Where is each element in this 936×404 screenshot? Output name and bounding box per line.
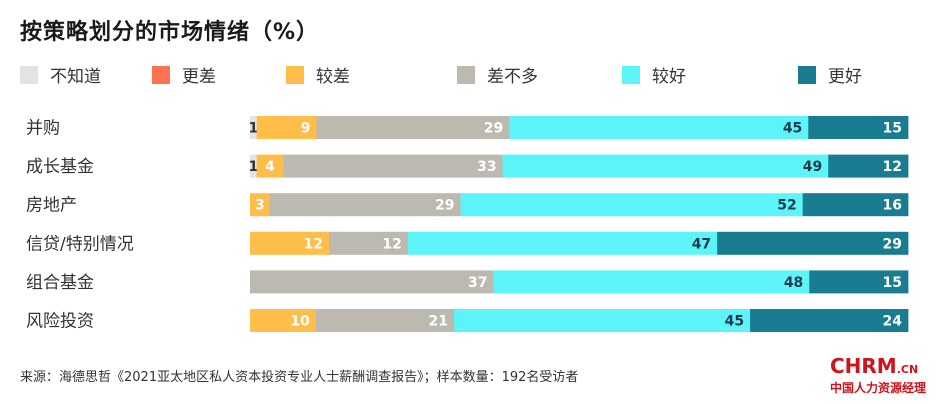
bar-segment (717, 231, 909, 255)
data-label: 21 (428, 314, 447, 330)
source-note: 来源：海德思哲《2021亚太地区私人资本投资专业人士薪酬调查报告》；样本数量：1… (20, 370, 579, 385)
data-label: 48 (784, 275, 803, 291)
data-label: 29 (484, 121, 503, 137)
category-label: 成长基金 (26, 157, 94, 177)
legend-item: 较好 (622, 62, 686, 87)
legend-swatch (152, 65, 170, 84)
logo-mark: CHRM.CN (830, 356, 926, 380)
data-label: 10 (290, 314, 310, 330)
bar-segment (407, 231, 718, 255)
data-label: 37 (468, 275, 487, 291)
bar-segment (250, 270, 494, 294)
data-label: 49 (803, 159, 822, 175)
category-label: 风险投资 (26, 312, 94, 332)
data-label: 9 (301, 121, 311, 137)
category-label: 并购 (26, 119, 60, 139)
data-label: 47 (692, 236, 711, 252)
legend-item: 更好 (798, 62, 862, 87)
bar-segment (809, 270, 909, 294)
legend-swatch (622, 65, 640, 84)
data-label: 29 (435, 198, 454, 214)
data-label: 3 (255, 198, 265, 214)
data-label: 1 (248, 159, 258, 175)
bar-segment (453, 309, 751, 332)
data-label: 12 (303, 236, 322, 252)
legend-swatch (286, 65, 304, 84)
bar-segment (316, 116, 510, 139)
data-label: 24 (883, 314, 903, 330)
legend-swatch (20, 65, 38, 84)
bar-segment (802, 193, 909, 217)
legend-item: 不知道 (20, 62, 101, 87)
legend-item: 差不多 (457, 62, 538, 87)
data-label: 15 (883, 121, 902, 137)
logo-mark-text: CHRM (829, 354, 897, 378)
category-label: 房地产 (26, 196, 77, 216)
bar-segment (509, 116, 809, 139)
chart-legend: 不知道 更差 较差 差不多 较好 更好 (20, 62, 920, 88)
legend-item: 更差 (152, 62, 216, 87)
legend-swatch (457, 65, 475, 84)
data-label: 12 (883, 159, 902, 175)
bar-segment (315, 309, 455, 332)
bar-segment (256, 116, 317, 139)
bar-segment (502, 154, 829, 178)
bar-segment (808, 116, 909, 139)
legend-label: 较差 (316, 67, 350, 87)
data-label: 15 (883, 275, 902, 291)
bar-segment (460, 193, 804, 217)
category-label: 信贷/特别情况 (26, 234, 134, 254)
data-label: 16 (883, 198, 902, 214)
data-label: 33 (477, 159, 496, 175)
legend-label: 更好 (828, 67, 862, 87)
data-label: 12 (382, 236, 401, 252)
bar-segment (250, 309, 317, 332)
bar-segment (250, 231, 330, 255)
category-label: 组合基金 (26, 273, 94, 293)
legend-label: 差不多 (487, 67, 538, 87)
legend-label: 不知道 (50, 67, 101, 87)
bar-segment (250, 116, 258, 139)
data-label: 1 (248, 121, 258, 137)
data-label: 45 (783, 121, 802, 137)
bar-segment (256, 154, 284, 178)
chrm-logo: CHRM.CN 中国人力资源经理 (830, 356, 926, 396)
legend-item: 较差 (286, 62, 350, 87)
logo-suffix: .CN (896, 363, 919, 376)
data-label: 52 (777, 198, 796, 214)
bar-segment (283, 154, 503, 178)
bar-segment (250, 154, 258, 178)
bar-segment (828, 154, 909, 178)
bar-segment (493, 270, 810, 294)
legend-label: 较好 (652, 67, 686, 87)
logo-subtitle: 中国人力资源经理 (829, 381, 926, 395)
legend-swatch (798, 65, 816, 84)
bar-segment (269, 193, 461, 217)
chart-title: 按策略划分的市场情绪（%） (20, 20, 320, 45)
bar-segment (328, 231, 409, 255)
data-label: 45 (725, 314, 744, 330)
bar-segment (250, 193, 271, 217)
data-label: 4 (265, 159, 275, 175)
legend-label: 更差 (182, 67, 216, 87)
bar-segment (750, 309, 909, 332)
data-label: 29 (883, 236, 902, 252)
